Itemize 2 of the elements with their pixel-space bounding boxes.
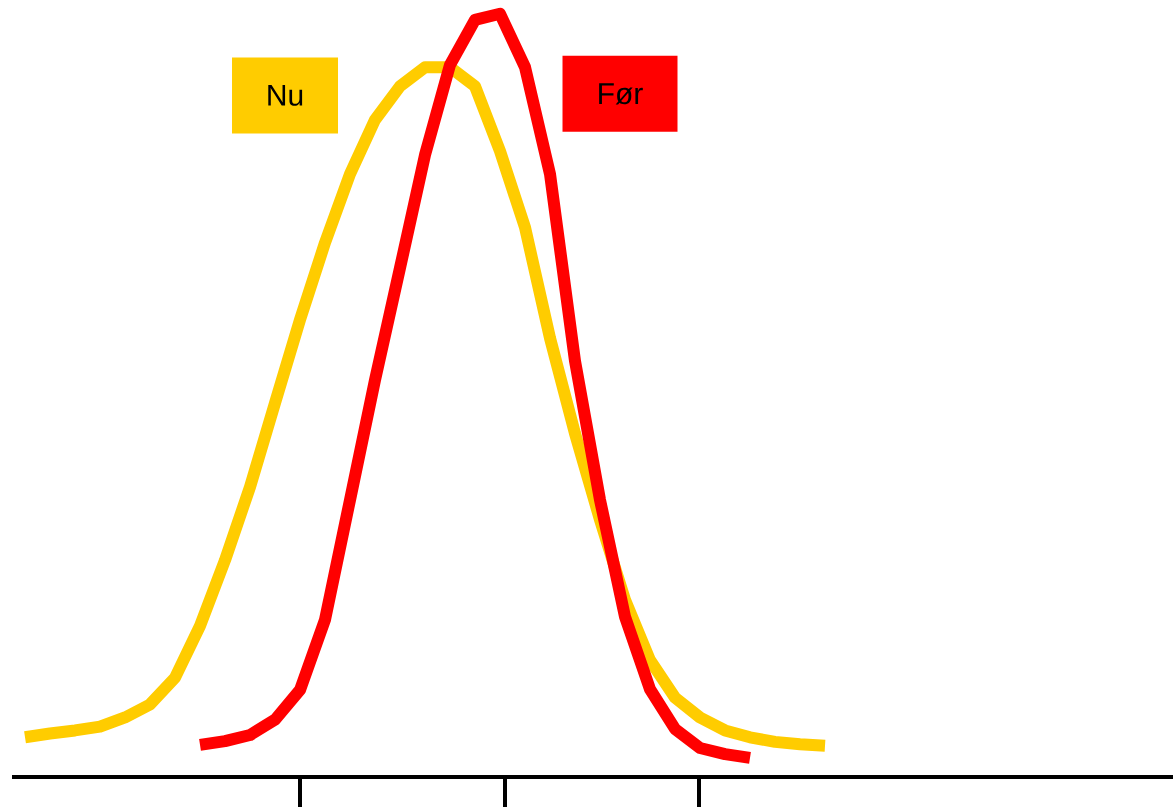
text: Før [599, 83, 643, 105]
text: Nu [268, 84, 303, 106]
